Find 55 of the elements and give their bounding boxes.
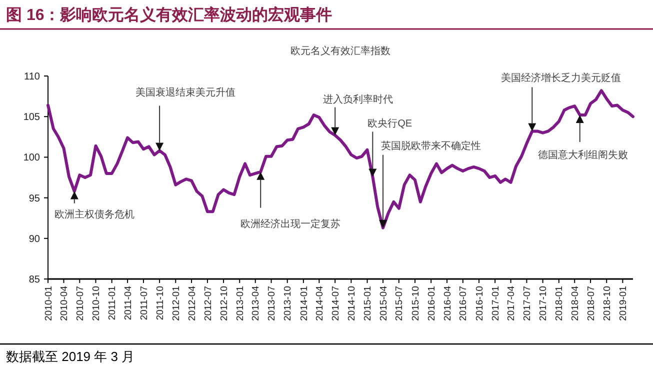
x-tick-label: 2015-04	[378, 286, 390, 321]
x-tick-label: 2011-04	[122, 286, 134, 320]
annotation: 美国衰退结束美元升值	[136, 86, 236, 99]
y-tick-label: 110	[24, 72, 40, 82]
x-tick-label: 2010-10	[91, 286, 102, 321]
annotation: 进入负利率时代	[323, 93, 394, 106]
x-tick-label: 2016-04	[442, 286, 454, 321]
line-series	[46, 89, 634, 230]
y-tick-label: 95	[28, 193, 40, 204]
x-tick-label: 2012-01	[170, 286, 182, 321]
x-tick-label: 2013-01	[234, 286, 246, 321]
x-tick-label: 2015-01	[362, 286, 374, 321]
annotation: 欧洲经济出现一定复苏	[240, 218, 341, 230]
x-tick-label: 2010-01	[43, 286, 54, 321]
annotation: 欧洲主权债务危机	[54, 208, 134, 220]
x-tick-label: 2018-01	[554, 286, 566, 321]
x-tick-label: 2013-07	[266, 286, 278, 321]
x-tick-label: 2014-07	[330, 286, 342, 321]
y-tick-label: 100	[23, 152, 40, 164]
chart-subtitle: 欧元名义有效汇率指数	[290, 45, 390, 57]
x-tick-label: 2017-10	[538, 286, 550, 321]
x-tick-label: 2017-01	[490, 286, 502, 321]
x-tick-label: 2018-07	[586, 286, 597, 321]
x-tick-label: 2010-07	[74, 286, 86, 321]
x-tick-label: 2011-01	[107, 286, 118, 320]
annotation: 欧央行QE	[368, 118, 412, 130]
x-tick-label: 2015-10	[410, 286, 422, 321]
x-tick-label: 2017-04	[506, 286, 518, 321]
x-tick-label: 2016-10	[474, 286, 486, 321]
x-tick-label: 2013-04	[250, 286, 262, 321]
x-tick-label: 2014-01	[298, 286, 310, 321]
x-tick-label: 2019-01	[618, 286, 630, 321]
annotation: 英国脱欧带来不确定性	[380, 140, 481, 152]
y-tick-label: 105	[23, 112, 40, 124]
x-tick-label: 2014-04	[314, 286, 326, 321]
y-tick-label: 90	[28, 234, 40, 245]
x-tick-label: 2012-07	[202, 286, 214, 321]
x-tick-label: 2012-10	[218, 286, 230, 321]
x-tick-label: 2016-01	[426, 286, 438, 321]
x-tick-label: 2016-07	[458, 286, 470, 321]
x-tick-label: 2013-10	[282, 286, 294, 321]
annotation: 美国经济增长乏力美元贬值	[501, 72, 622, 84]
x-tick-label: 2010-04	[59, 286, 70, 321]
x-tick-label: 2017-07	[522, 286, 534, 321]
x-tick-label: 2011-10	[154, 286, 166, 320]
x-tick-label: 2012-04	[186, 286, 198, 321]
x-tick-label: 2018-10	[602, 286, 613, 321]
text: 数据截至 2019 年 3 月	[6, 349, 135, 364]
x-tick-label: 2014-10	[346, 286, 358, 321]
y-tick-label: 85	[28, 274, 40, 286]
chart-title: 图 16：影响欧元名义有效汇率波动的宏观事件	[6, 5, 332, 24]
x-tick-label: 2018-04	[570, 286, 581, 321]
x-tick-label: 2011-07	[138, 286, 150, 320]
x-tick-label: 2015-07	[394, 286, 406, 321]
annotation: 德国意大利组阁失败	[538, 148, 628, 161]
